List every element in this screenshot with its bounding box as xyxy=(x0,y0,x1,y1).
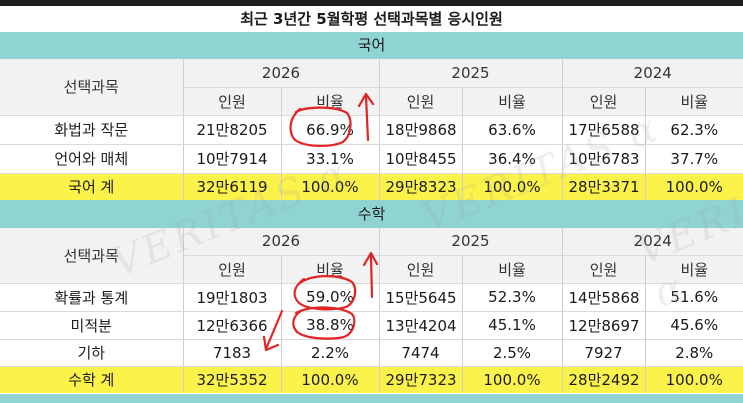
count-cell: 10만6783 xyxy=(562,144,646,174)
count-cell: 14만5868 xyxy=(562,283,646,312)
subject-header: 선택과목 xyxy=(0,228,184,284)
ratio-cell: 100.0% xyxy=(281,173,380,200)
ratio-cell: 100.0% xyxy=(281,366,380,393)
section-math-band: 수학 xyxy=(0,200,743,228)
ratio-header: 비율 xyxy=(281,87,380,116)
table-row: 미적분 12만6366 38.8% 13만4204 45.1% 12만8697 … xyxy=(0,311,743,340)
year-header-2025: 2025 xyxy=(379,59,563,88)
count-cell: 7183 xyxy=(183,339,282,367)
ratio-cell: 38.8% xyxy=(281,311,380,340)
ratio-cell: 100.0% xyxy=(462,173,563,200)
total-row: 국어 계 32만6119 100.0% 29만8323 100.0% 28만33… xyxy=(0,173,743,200)
ratio-cell: 59.0% xyxy=(281,283,380,312)
ratio-cell: 63.6% xyxy=(462,115,563,145)
subject-name: 언어와 매체 xyxy=(0,144,184,174)
table-row: 확률과 통계 19만1803 59.0% 15만5645 52.3% 14만58… xyxy=(0,283,743,312)
count-header: 인원 xyxy=(183,87,282,116)
ratio-cell: 51.6% xyxy=(645,283,743,312)
year-header-2026: 2026 xyxy=(183,59,380,88)
ratio-cell: 100.0% xyxy=(462,366,563,393)
count-cell: 15만5645 xyxy=(379,283,463,312)
year-header-2024: 2024 xyxy=(562,59,743,88)
year-header-2025: 2025 xyxy=(379,228,563,256)
subject-name: 기하 xyxy=(0,339,184,367)
count-cell: 29만8323 xyxy=(379,173,463,200)
ratio-cell: 33.1% xyxy=(281,144,380,174)
page-title: 최근 3년간 5월학평 선택과목별 응시인원 xyxy=(240,10,503,28)
count-cell: 21만8205 xyxy=(183,115,282,145)
count-cell: 7474 xyxy=(379,339,463,367)
count-cell: 12만8697 xyxy=(562,311,646,340)
count-header: 인원 xyxy=(379,255,463,284)
count-header: 인원 xyxy=(183,255,282,284)
subject-name: 미적분 xyxy=(0,311,184,340)
ratio-cell: 37.7% xyxy=(645,144,743,174)
count-cell: 32만5352 xyxy=(183,366,282,393)
count-cell: 10만7914 xyxy=(183,144,282,174)
count-cell: 12만6366 xyxy=(183,311,282,340)
count-header: 인원 xyxy=(562,255,646,284)
next-section-band xyxy=(0,394,743,403)
korean-table: 선택과목 2026 2025 2024 인원 비율 인원 비율 인원 비율 화법… xyxy=(0,59,743,200)
count-cell: 13만4204 xyxy=(379,311,463,340)
year-header-2026: 2026 xyxy=(183,228,380,256)
ratio-cell: 100.0% xyxy=(645,173,743,200)
count-cell: 19만1803 xyxy=(183,283,282,312)
total-row: 수학 계 32만5352 100.0% 29만7323 100.0% 28만24… xyxy=(0,366,743,393)
total-label: 수학 계 xyxy=(0,366,184,393)
subject-name: 화법과 작문 xyxy=(0,115,184,145)
math-table: 선택과목 2026 2025 2024 인원 비율 인원 비율 인원 비율 확률… xyxy=(0,228,743,393)
table-row: 언어와 매체 10만7914 33.1% 10만8455 36.4% 10만67… xyxy=(0,144,743,174)
count-cell: 32만6119 xyxy=(183,173,282,200)
ratio-cell: 2.2% xyxy=(281,339,380,367)
ratio-cell: 52.3% xyxy=(462,283,563,312)
ratio-cell: 62.3% xyxy=(645,115,743,145)
ratio-header: 비율 xyxy=(462,87,563,116)
ratio-header: 비율 xyxy=(645,255,743,284)
ratio-header: 비율 xyxy=(281,255,380,284)
ratio-cell: 2.5% xyxy=(462,339,563,367)
ratio-header: 비율 xyxy=(645,87,743,116)
top-bar xyxy=(0,0,743,6)
ratio-cell: 36.4% xyxy=(462,144,563,174)
ratio-header: 비율 xyxy=(462,255,563,284)
count-cell: 10만8455 xyxy=(379,144,463,174)
ratio-cell: 45.6% xyxy=(645,311,743,340)
ratio-cell: 66.9% xyxy=(281,115,380,145)
year-header-2024: 2024 xyxy=(562,228,743,256)
ratio-cell: 45.1% xyxy=(462,311,563,340)
ratio-cell: 100.0% xyxy=(645,366,743,393)
section-korean-band: 국어 xyxy=(0,32,743,59)
count-cell: 17만6588 xyxy=(562,115,646,145)
count-header: 인원 xyxy=(562,87,646,116)
table-row: 화법과 작문 21만8205 66.9% 18만9868 63.6% 17만65… xyxy=(0,115,743,145)
total-label: 국어 계 xyxy=(0,173,184,200)
count-header: 인원 xyxy=(379,87,463,116)
count-cell: 7927 xyxy=(562,339,646,367)
subject-header: 선택과목 xyxy=(0,59,184,116)
subject-name: 확률과 통계 xyxy=(0,283,184,312)
ratio-cell: 2.8% xyxy=(645,339,743,367)
count-cell: 28만3371 xyxy=(562,173,646,200)
count-cell: 28만2492 xyxy=(562,366,646,393)
table-row: 기하 7183 2.2% 7474 2.5% 7927 2.8% xyxy=(0,339,743,367)
count-cell: 18만9868 xyxy=(379,115,463,145)
count-cell: 29만7323 xyxy=(379,366,463,393)
